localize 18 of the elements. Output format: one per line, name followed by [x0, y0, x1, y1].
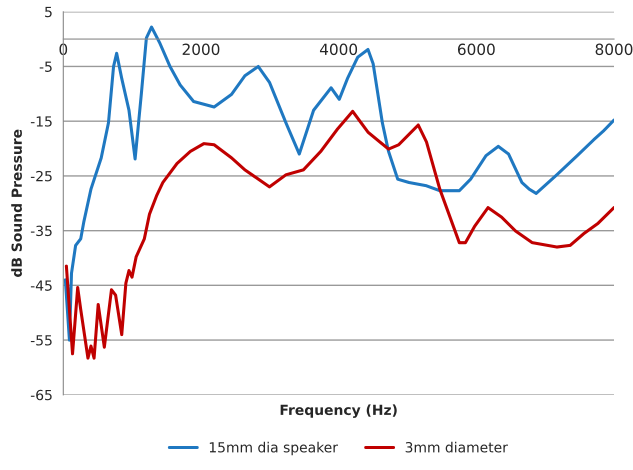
y-tick-label: -55	[30, 335, 52, 346]
x-tick-label: 2000	[182, 44, 220, 56]
y-tick-label: 5	[45, 6, 52, 18]
y-tick-label: -25	[30, 170, 52, 182]
y-tick-label: -65	[30, 390, 52, 400]
y-tick-label: -45	[30, 280, 52, 291]
x-tick-label: 6000	[458, 44, 495, 56]
y-axis-title: dB Sound Pressure	[11, 130, 22, 277]
legend-label: 3mm diameter	[406, 442, 508, 453]
y-tick-label: -15	[30, 116, 52, 127]
y-tick-label: -35	[30, 226, 52, 236]
legend-label: 15mm dia speaker	[210, 442, 338, 456]
y-tick-label: -5	[40, 62, 52, 72]
x-axis-title: Frequency (Hz)	[280, 404, 397, 418]
x-tick-label: 8000	[596, 44, 632, 56]
line-series	[64, 110, 614, 360]
x-tick-label: 0	[59, 44, 68, 56]
x-tick-label: 4000	[320, 44, 358, 56]
